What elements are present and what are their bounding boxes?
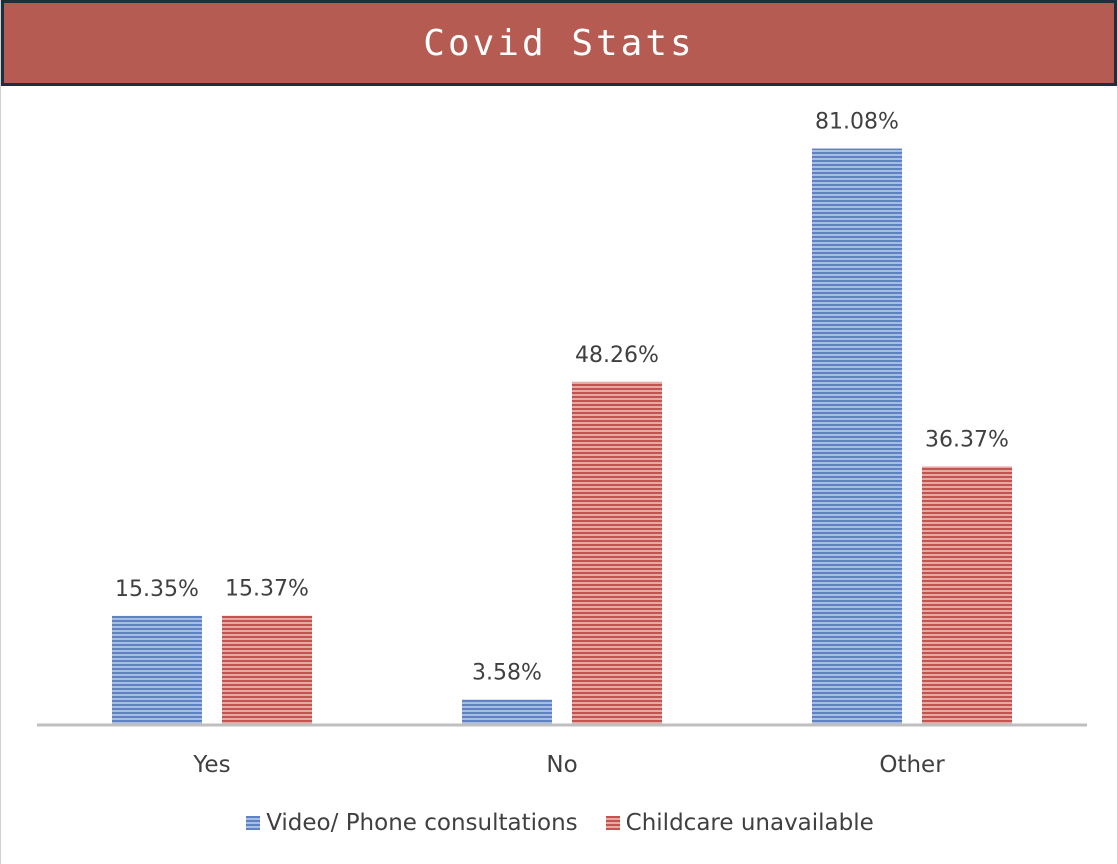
- bar-other-series-1: [922, 466, 1012, 725]
- data-label-no-series-0: 3.58%: [472, 661, 542, 686]
- labels-layer: 15.35% 15.37% Yes 3.58% 48.26% No 81.08% 36.37%…: [115, 110, 1009, 778]
- data-label-no-series-1: 48.26%: [575, 343, 659, 368]
- legend-label-childcare: Childcare unavailable: [625, 810, 874, 836]
- legend-label-video: Video/ Phone consultations: [266, 810, 578, 836]
- x-tick-label-no: No: [546, 752, 577, 778]
- bar-yes-series-1: [222, 615, 312, 725]
- data-label-other-series-1: 36.37%: [925, 427, 1009, 452]
- x-tick-label-yes: Yes: [192, 752, 230, 778]
- bar-other-series-0: [812, 148, 902, 725]
- chart-title: Covid Stats: [423, 22, 695, 64]
- title-bar: Covid Stats: [1, 0, 1117, 86]
- data-label-yes-series-1: 15.37%: [225, 577, 309, 602]
- bar-no-series-0: [462, 699, 552, 725]
- data-label-other-series-0: 81.08%: [815, 110, 899, 135]
- bars-layer: [112, 148, 1012, 725]
- data-label-yes-series-0: 15.35%: [115, 577, 199, 602]
- bar-yes-series-0: [112, 615, 202, 725]
- legend-item-video: Video/ Phone consultations: [246, 810, 578, 836]
- legend: Video/ Phone consultations Childcare una…: [1, 810, 1118, 836]
- bar-no-series-1: [572, 381, 662, 725]
- legend-swatch-video: [246, 816, 261, 830]
- legend-item-childcare: Childcare unavailable: [605, 810, 874, 836]
- legend-swatch-childcare: [605, 816, 620, 830]
- x-tick-label-other: Other: [879, 752, 945, 778]
